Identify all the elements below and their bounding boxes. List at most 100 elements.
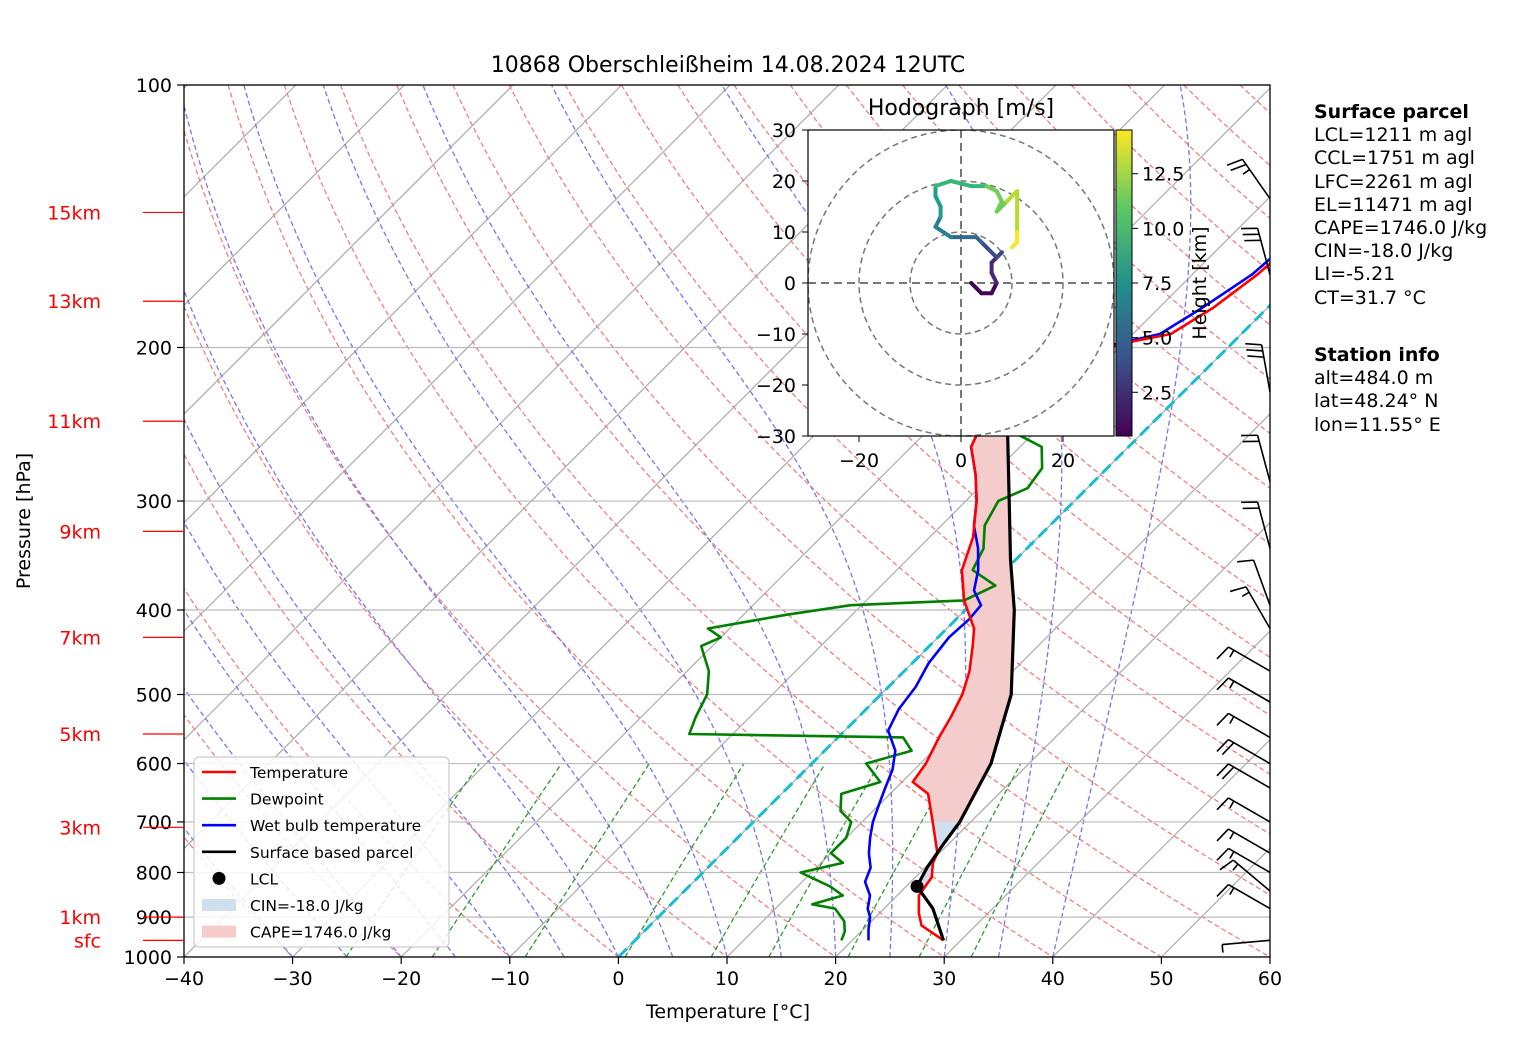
- cape-area: [912, 376, 1015, 822]
- moist-adiabat-line: [184, 417, 565, 957]
- hodograph-y-tick-label: 20: [772, 171, 796, 193]
- barb-flag: [1219, 859, 1234, 871]
- barb-half: [1229, 716, 1235, 724]
- hodograph-x-tick-label: −20: [839, 450, 879, 472]
- barb-flag: [1216, 712, 1230, 726]
- y-tick-label: 200: [136, 337, 172, 359]
- parcel-cape: CAPE=1746.0 J/kg: [1314, 217, 1488, 240]
- hodograph-x-tick-label: 0: [955, 450, 967, 472]
- station-lat: lat=48.24° N: [1314, 390, 1439, 413]
- isotherm-line: [184, 85, 840, 741]
- height-label: 1km: [59, 907, 101, 929]
- barb-flag: [1216, 646, 1230, 660]
- x-tick-label: −40: [164, 968, 204, 990]
- barb-staff: [1228, 712, 1271, 739]
- legend-label: LCL: [250, 870, 278, 888]
- y-tick-label: 500: [136, 685, 172, 707]
- wind-barbs: [1216, 158, 1271, 953]
- hodograph-segment: [969, 281, 984, 296]
- barb-staff: [1228, 646, 1271, 672]
- isotherm-line: [726, 413, 1270, 957]
- moist-adiabat-line: [184, 288, 619, 957]
- skewt-plot: −40 −30 −20 −10 0 10 20 30 40 50 60100090080070060…: [47, 75, 1282, 990]
- isotherm-line: [184, 85, 623, 524]
- colorbar-tick-label: 10.0: [1142, 218, 1184, 240]
- hodograph-y-tick-label: −10: [756, 324, 796, 346]
- barb-half: [1221, 944, 1224, 953]
- wind-barb: [1241, 501, 1271, 549]
- hodograph-y-tick-label: 30: [772, 120, 796, 142]
- legend-item: Temperature: [202, 764, 348, 782]
- y-tick-label: 300: [136, 491, 172, 513]
- dry-adiabat-line: [564, 85, 1270, 775]
- station-info-heading: Station info: [1314, 344, 1440, 366]
- mixing-ratio-line: [431, 763, 563, 957]
- colorbar-tick-label: 7.5: [1142, 273, 1172, 295]
- legend-item: Dewpoint: [202, 791, 324, 809]
- isotherm-line: [184, 85, 514, 415]
- legend-item: Wet bulb temperature: [202, 817, 421, 835]
- parcel-el: EL=11471 m agl: [1314, 193, 1473, 216]
- x-tick-label: −10: [490, 968, 530, 990]
- legend-swatch-patch: [202, 925, 236, 938]
- wind-barb: [1216, 763, 1271, 789]
- surface-parcel-heading: Surface parcel: [1314, 101, 1469, 123]
- height-label: sfc: [74, 930, 101, 952]
- legend-swatch-dot: [212, 871, 226, 885]
- legend-label: Dewpoint: [250, 791, 324, 809]
- barb-flag: [1216, 763, 1230, 777]
- legend-item: Surface based parcel: [202, 844, 413, 862]
- legend-label: Temperature: [249, 764, 348, 782]
- surface-parcel-panel: Surface parcel LCL=1211 m agl CCL=1751 m…: [1314, 101, 1487, 310]
- moist-adiabat-line: [184, 103, 674, 957]
- legend-box: [193, 756, 450, 948]
- dry-adiabat-line: [508, 85, 1270, 835]
- dry-adiabat-line: [184, 587, 511, 957]
- legend-label: Wet bulb temperature: [250, 817, 421, 835]
- hodograph-segment: [933, 224, 953, 240]
- colorbar-label: Height [km]: [1189, 226, 1211, 339]
- legend-item: CAPE=1746.0 J/kg: [202, 924, 391, 942]
- x-tick-label: 0: [612, 968, 624, 990]
- y-tick-label: 600: [136, 754, 172, 776]
- dry-adiabat-line: [227, 85, 945, 957]
- moist-adiabat-line: [422, 85, 837, 957]
- barb-staff: [1232, 859, 1271, 892]
- legend-label: CAPE=1746.0 J/kg: [250, 924, 391, 942]
- parcel-ct: CT=31.7 °C: [1314, 286, 1426, 309]
- x-tick-label: 20: [824, 968, 848, 990]
- x-tick-label: −30: [273, 968, 313, 990]
- zero-isotherm-line: [617, 303, 1270, 957]
- x-tick-label: −20: [381, 968, 421, 990]
- barb-half: [1242, 168, 1251, 175]
- dry-adiabat-line: [452, 85, 1270, 896]
- parcel-cin: CIN=-18.0 J/kg: [1314, 240, 1454, 263]
- x-tick-label: 50: [1149, 968, 1173, 990]
- wind-barb: [1216, 646, 1271, 672]
- colorbar-tick-label: 5.0: [1142, 328, 1172, 350]
- wind-barb: [1216, 828, 1271, 854]
- wind-barb: [1216, 797, 1271, 823]
- hodograph-segment: [1010, 240, 1020, 250]
- moist-adiabat-line: [550, 85, 894, 957]
- moist-adiabat-line: [184, 521, 511, 957]
- moist-adiabat-line: [243, 85, 728, 957]
- barb-flag: [1216, 738, 1230, 752]
- barb-flag: [1216, 797, 1230, 811]
- barb-flag: [1237, 559, 1254, 563]
- barb-staff: [1222, 939, 1271, 946]
- legend: Temperature Dewpoint Wet bulb temperature S…: [193, 756, 450, 948]
- barb-half: [1241, 591, 1250, 598]
- isotherm-line: [184, 85, 405, 307]
- x-axis-label: Temperature [°C]: [645, 1001, 810, 1023]
- wind-barb: [1241, 227, 1271, 275]
- barb-staff: [1228, 738, 1271, 765]
- barb-flag: [1216, 847, 1230, 861]
- wind-barb: [1219, 859, 1271, 892]
- barb-flag: [1229, 586, 1247, 593]
- hodograph-segment: [933, 179, 953, 189]
- barb-staff: [1228, 828, 1271, 854]
- wind-barb: [1221, 939, 1271, 953]
- barb-flag: [1246, 349, 1263, 352]
